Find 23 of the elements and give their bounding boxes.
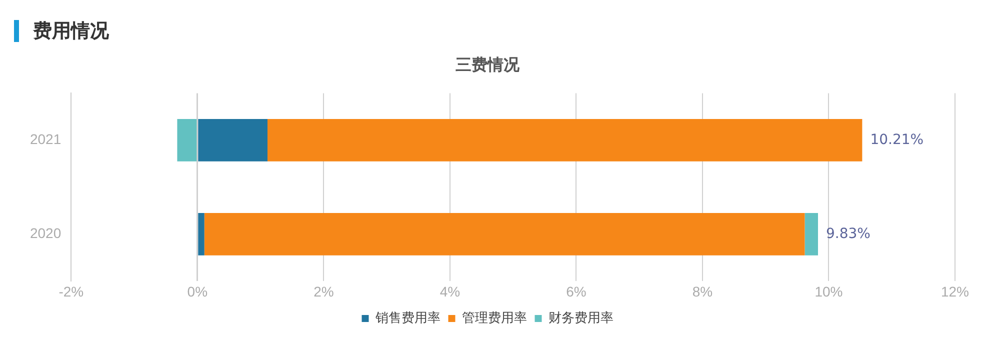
legend-label: 销售费用率 — [374, 310, 440, 326]
total-label: 10.21% — [870, 132, 924, 148]
legend-label: 财务费用率 — [548, 310, 614, 326]
x-tick-label: -2% — [58, 283, 84, 300]
bar — [267, 119, 862, 162]
chart-subtitle: 三费情况 — [456, 56, 520, 74]
bar — [804, 213, 818, 256]
y-tick-label: 2021 — [30, 131, 62, 148]
x-tick-label: 10% — [814, 283, 843, 300]
x-tick-label: 8% — [692, 283, 713, 300]
bar — [204, 213, 805, 256]
legend-label: 管理费用率 — [462, 310, 527, 326]
bar — [198, 119, 268, 162]
bar — [177, 119, 197, 162]
y-tick-label: 2020 — [30, 225, 62, 242]
x-tick-label: 6% — [566, 283, 586, 300]
bar — [198, 213, 204, 256]
chart-title: 费用情况 — [33, 19, 109, 44]
x-tick-label: 0% — [187, 283, 208, 300]
x-tick-label: 12% — [940, 283, 970, 300]
x-tick-label: 2% — [314, 283, 334, 300]
x-tick-label: 4% — [440, 283, 460, 300]
total-label: 9.83% — [826, 226, 870, 242]
